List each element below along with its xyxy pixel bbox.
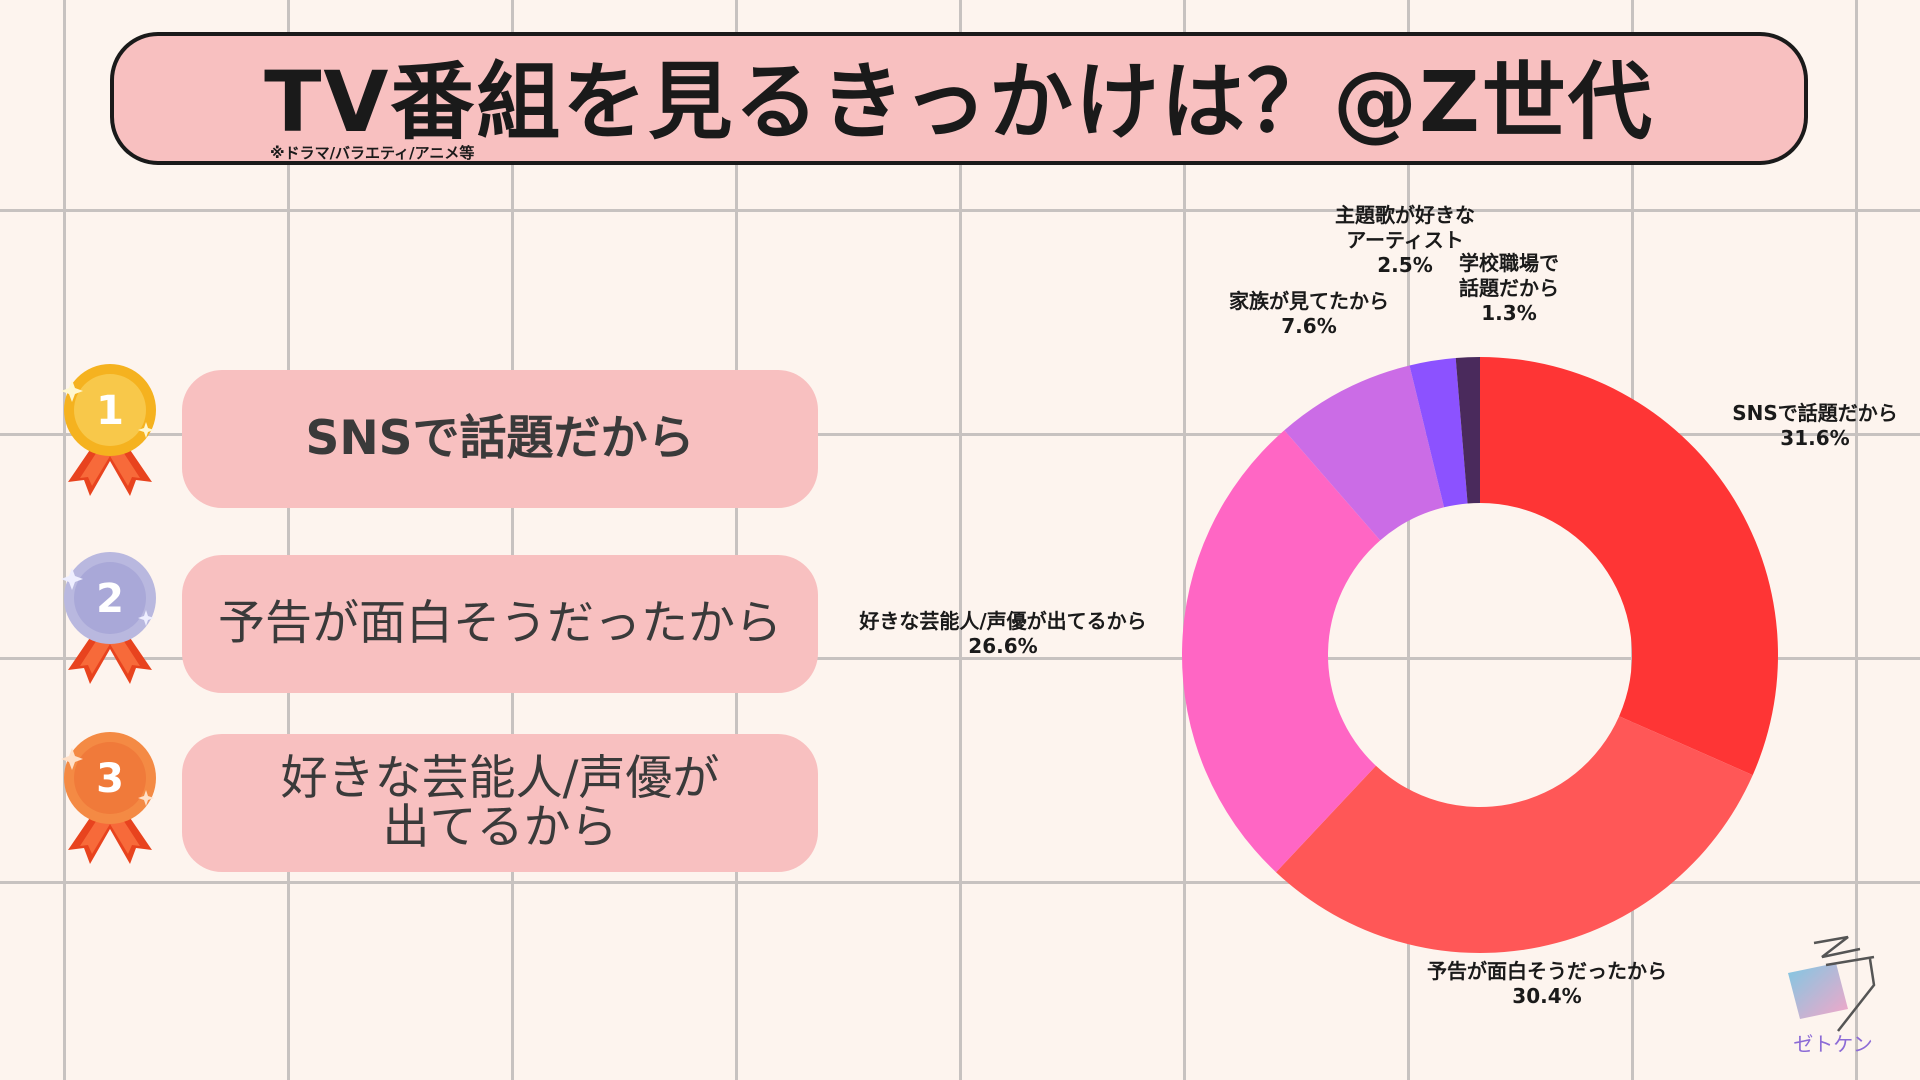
donut-slice-3 (1182, 430, 1381, 873)
title-note: ※ドラマ/バラエティ/アニメ等 (270, 144, 475, 162)
rank-2-label: 予告が面白そうだったから (218, 596, 782, 652)
donut-slice-1 (1480, 357, 1778, 776)
svg-text:1: 1 (96, 388, 124, 434)
donut-slice-5 (1409, 357, 1468, 508)
svg-text:3: 3 (96, 756, 124, 802)
donut-slices (1182, 357, 1778, 953)
rank-3-label: 好きな芸能人/声優が 出てるから (280, 750, 720, 855)
donut-slice-4 (1284, 365, 1445, 541)
title-box: TV番組を見るきっかけは？@Z世代 ※ドラマ/バラエティ/アニメ等 (110, 32, 1808, 165)
slice-label-text-6: 学校職場で (1459, 251, 1559, 275)
slice-label-text-3: 好きな芸能人/声優が出てるから (858, 609, 1146, 633)
slice-label-text-5: 主題歌が好きな (1335, 203, 1475, 227)
logo-text: ゼトケン (1793, 1032, 1873, 1056)
slice-label-text-4: 家族が見てたから (1229, 289, 1389, 313)
rank-card-3: 好きな芸能人/声優が 出てるから (182, 734, 818, 872)
page-title: TV番組を見るきっかけは？@Z世代 (264, 53, 1654, 151)
donut-slice-6 (1455, 357, 1480, 504)
slice-percent-4: 7.6% (1281, 314, 1336, 338)
slice-percent-1: 31.6% (1780, 426, 1849, 450)
slice-percent-2: 30.4% (1512, 984, 1581, 1008)
slice-percent-3: 26.6% (968, 634, 1037, 658)
rank-card-1: SNSで話題だから (182, 370, 818, 508)
slice-label-text-1: SNSで話題だから (1732, 401, 1898, 425)
slice-label-text-2: 予告が面白そうだったから (1427, 959, 1667, 983)
slice-label-text-6: 話題だから (1459, 276, 1559, 300)
donut-slice-2 (1276, 716, 1753, 953)
logo-mark-icon (1788, 935, 1876, 1032)
silver-medal-icon: 2 (40, 548, 180, 698)
slice-label-text-5: アーティスト (1346, 228, 1464, 252)
gold-medal-icon: 1 (40, 360, 180, 510)
svg-text:2: 2 (96, 576, 124, 622)
slice-percent-6: 1.3% (1481, 301, 1536, 325)
rank-1-label: SNSで話題だから (305, 411, 695, 467)
rank-card-2: 予告が面白そうだったから (182, 555, 818, 693)
slice-percent-5: 2.5% (1377, 253, 1432, 277)
zetoken-logo: ゼトケン (1778, 935, 1888, 1065)
bronze-medal-icon: 3 (40, 728, 180, 878)
